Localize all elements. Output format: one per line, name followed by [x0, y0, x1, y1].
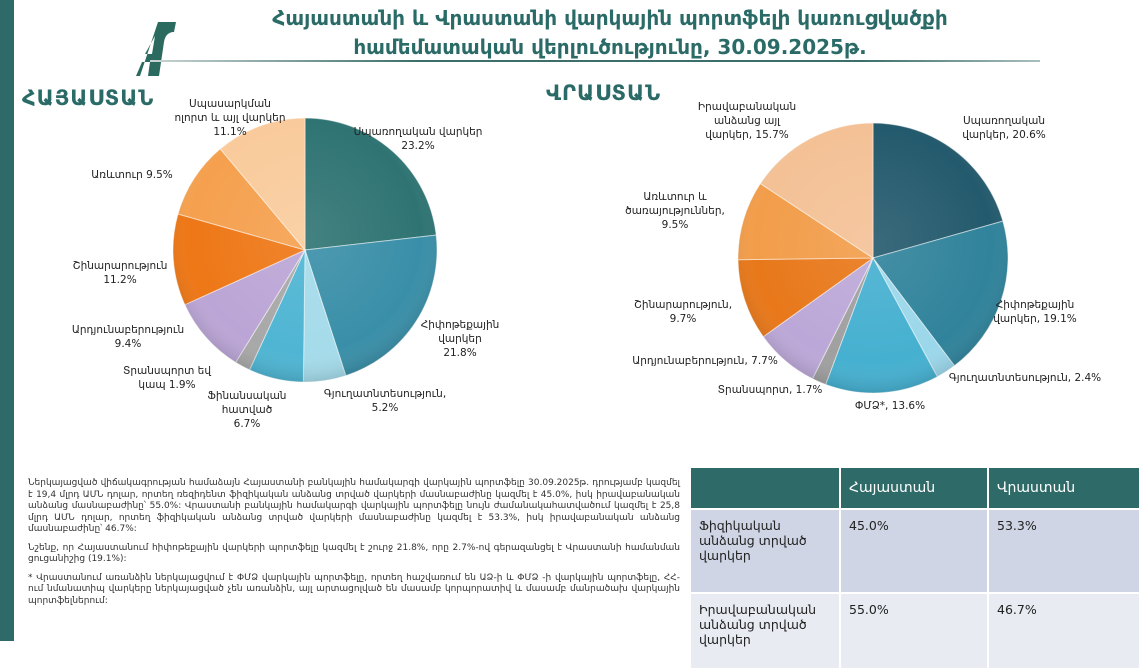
georgia-value: 46.7%	[988, 592, 1140, 668]
page-title-line1: Հայաստանի և Վրաստանի վարկային պորտֆելի կ…	[272, 6, 948, 30]
row-label: Ֆիզիկական անձանց տրված վարկեր	[691, 508, 841, 593]
slice-label: Շինարարություն 11.2%	[72, 260, 168, 286]
comparison-table: Հայաստան Վրաստան Ֆիզիկական անձանց տրված …	[691, 468, 1140, 668]
note-paragraph-1: Ներկայացված վիճակագրության համաձայն Հայա…	[28, 478, 680, 534]
slice-label: Սպասարկման ոլորտ և այլ վարկեր 11.1%	[174, 98, 286, 138]
armenia-pie-chart	[172, 117, 438, 383]
analysis-text: Ներկայացված վիճակագրության համաձայն Հայա…	[28, 478, 680, 614]
table-header-row: Հայաստան Վրաստան	[691, 468, 1140, 509]
title-divider	[150, 60, 1040, 62]
slice-label: Արդյունաբերություն 9.4%	[71, 324, 185, 350]
slice-label: Գյուղատնտեսություն, 2.4%	[948, 372, 1102, 384]
note-paragraph-2: Նշենք, որ Հայաստանում հիփոթեքային վարկեր…	[28, 542, 680, 565]
slice-label: Սպառողական վարկեր, 20.6%	[962, 115, 1046, 141]
table-row: Ֆիզիկական անձանց տրված վարկեր 45.0% 53.3…	[691, 508, 1140, 593]
slice-label: Շինարարություն, 9.7%	[633, 299, 733, 325]
slice-label: Հիփոթեքային վարկեր 21.8%	[420, 319, 500, 359]
slice-label: Տրանսպորտ, 1.7%	[717, 384, 823, 396]
slice-label: ՓՄՁ*, 13.6%	[854, 400, 926, 412]
armenia-value: 55.0%	[840, 592, 989, 668]
armenia-heading: ՀԱՅԱՍՏԱՆ	[22, 86, 155, 110]
pie-shading	[738, 123, 1008, 393]
note-footnote: * Վրաստանում առանձին ներկայացվում է ՓՄՁ …	[28, 572, 680, 606]
logo-a-icon	[136, 22, 176, 76]
table-header-armenia: Հայաստան	[840, 468, 989, 509]
armenia-value: 45.0%	[840, 508, 989, 593]
slice-label: Հիփոթեքային վարկեր, 19.1%	[993, 299, 1077, 325]
table-header-empty	[691, 468, 841, 509]
slice-label: Սպառողական վարկեր 23.2%	[353, 126, 483, 152]
slice-label: Տրանսպորտ եվ կապ 1.9%	[122, 365, 212, 391]
georgia-pie-chart	[737, 122, 1009, 394]
row-label: Իրավաբանական անձանց տրված վարկեր	[691, 592, 841, 668]
pie-shading	[173, 118, 437, 382]
georgia-value: 53.3%	[988, 508, 1140, 593]
page-title: Հայաստանի և Վրաստանի վարկային պորտֆելի կ…	[240, 4, 980, 62]
slice-label: Ֆինանսական հատված 6.7%	[207, 390, 287, 430]
left-accent-bar	[0, 0, 14, 641]
page-title-line2: համեմատական վերլուծությունը, 30.09.2025թ…	[353, 35, 867, 59]
table-row: Իրավաբանական անձանց տրված վարկեր 55.0% 4…	[691, 592, 1140, 668]
slice-label: Առևտուր և ծառայություններ, 9.5%	[625, 191, 725, 231]
georgia-heading: ՎՐԱՍՏԱՆ	[546, 81, 662, 105]
table-header-georgia: Վրաստան	[988, 468, 1140, 509]
slice-label: Առևտուր 9.5%	[91, 169, 173, 181]
slice-label: Արդյունաբերություն, 7.7%	[632, 355, 778, 367]
slice-label: Գյուղատնտեսություն, 5.2%	[323, 388, 447, 414]
slice-label: Իրավաբանական անձանց այլ վարկեր, 15.7%	[697, 101, 797, 141]
pie-charts	[172, 117, 1009, 394]
